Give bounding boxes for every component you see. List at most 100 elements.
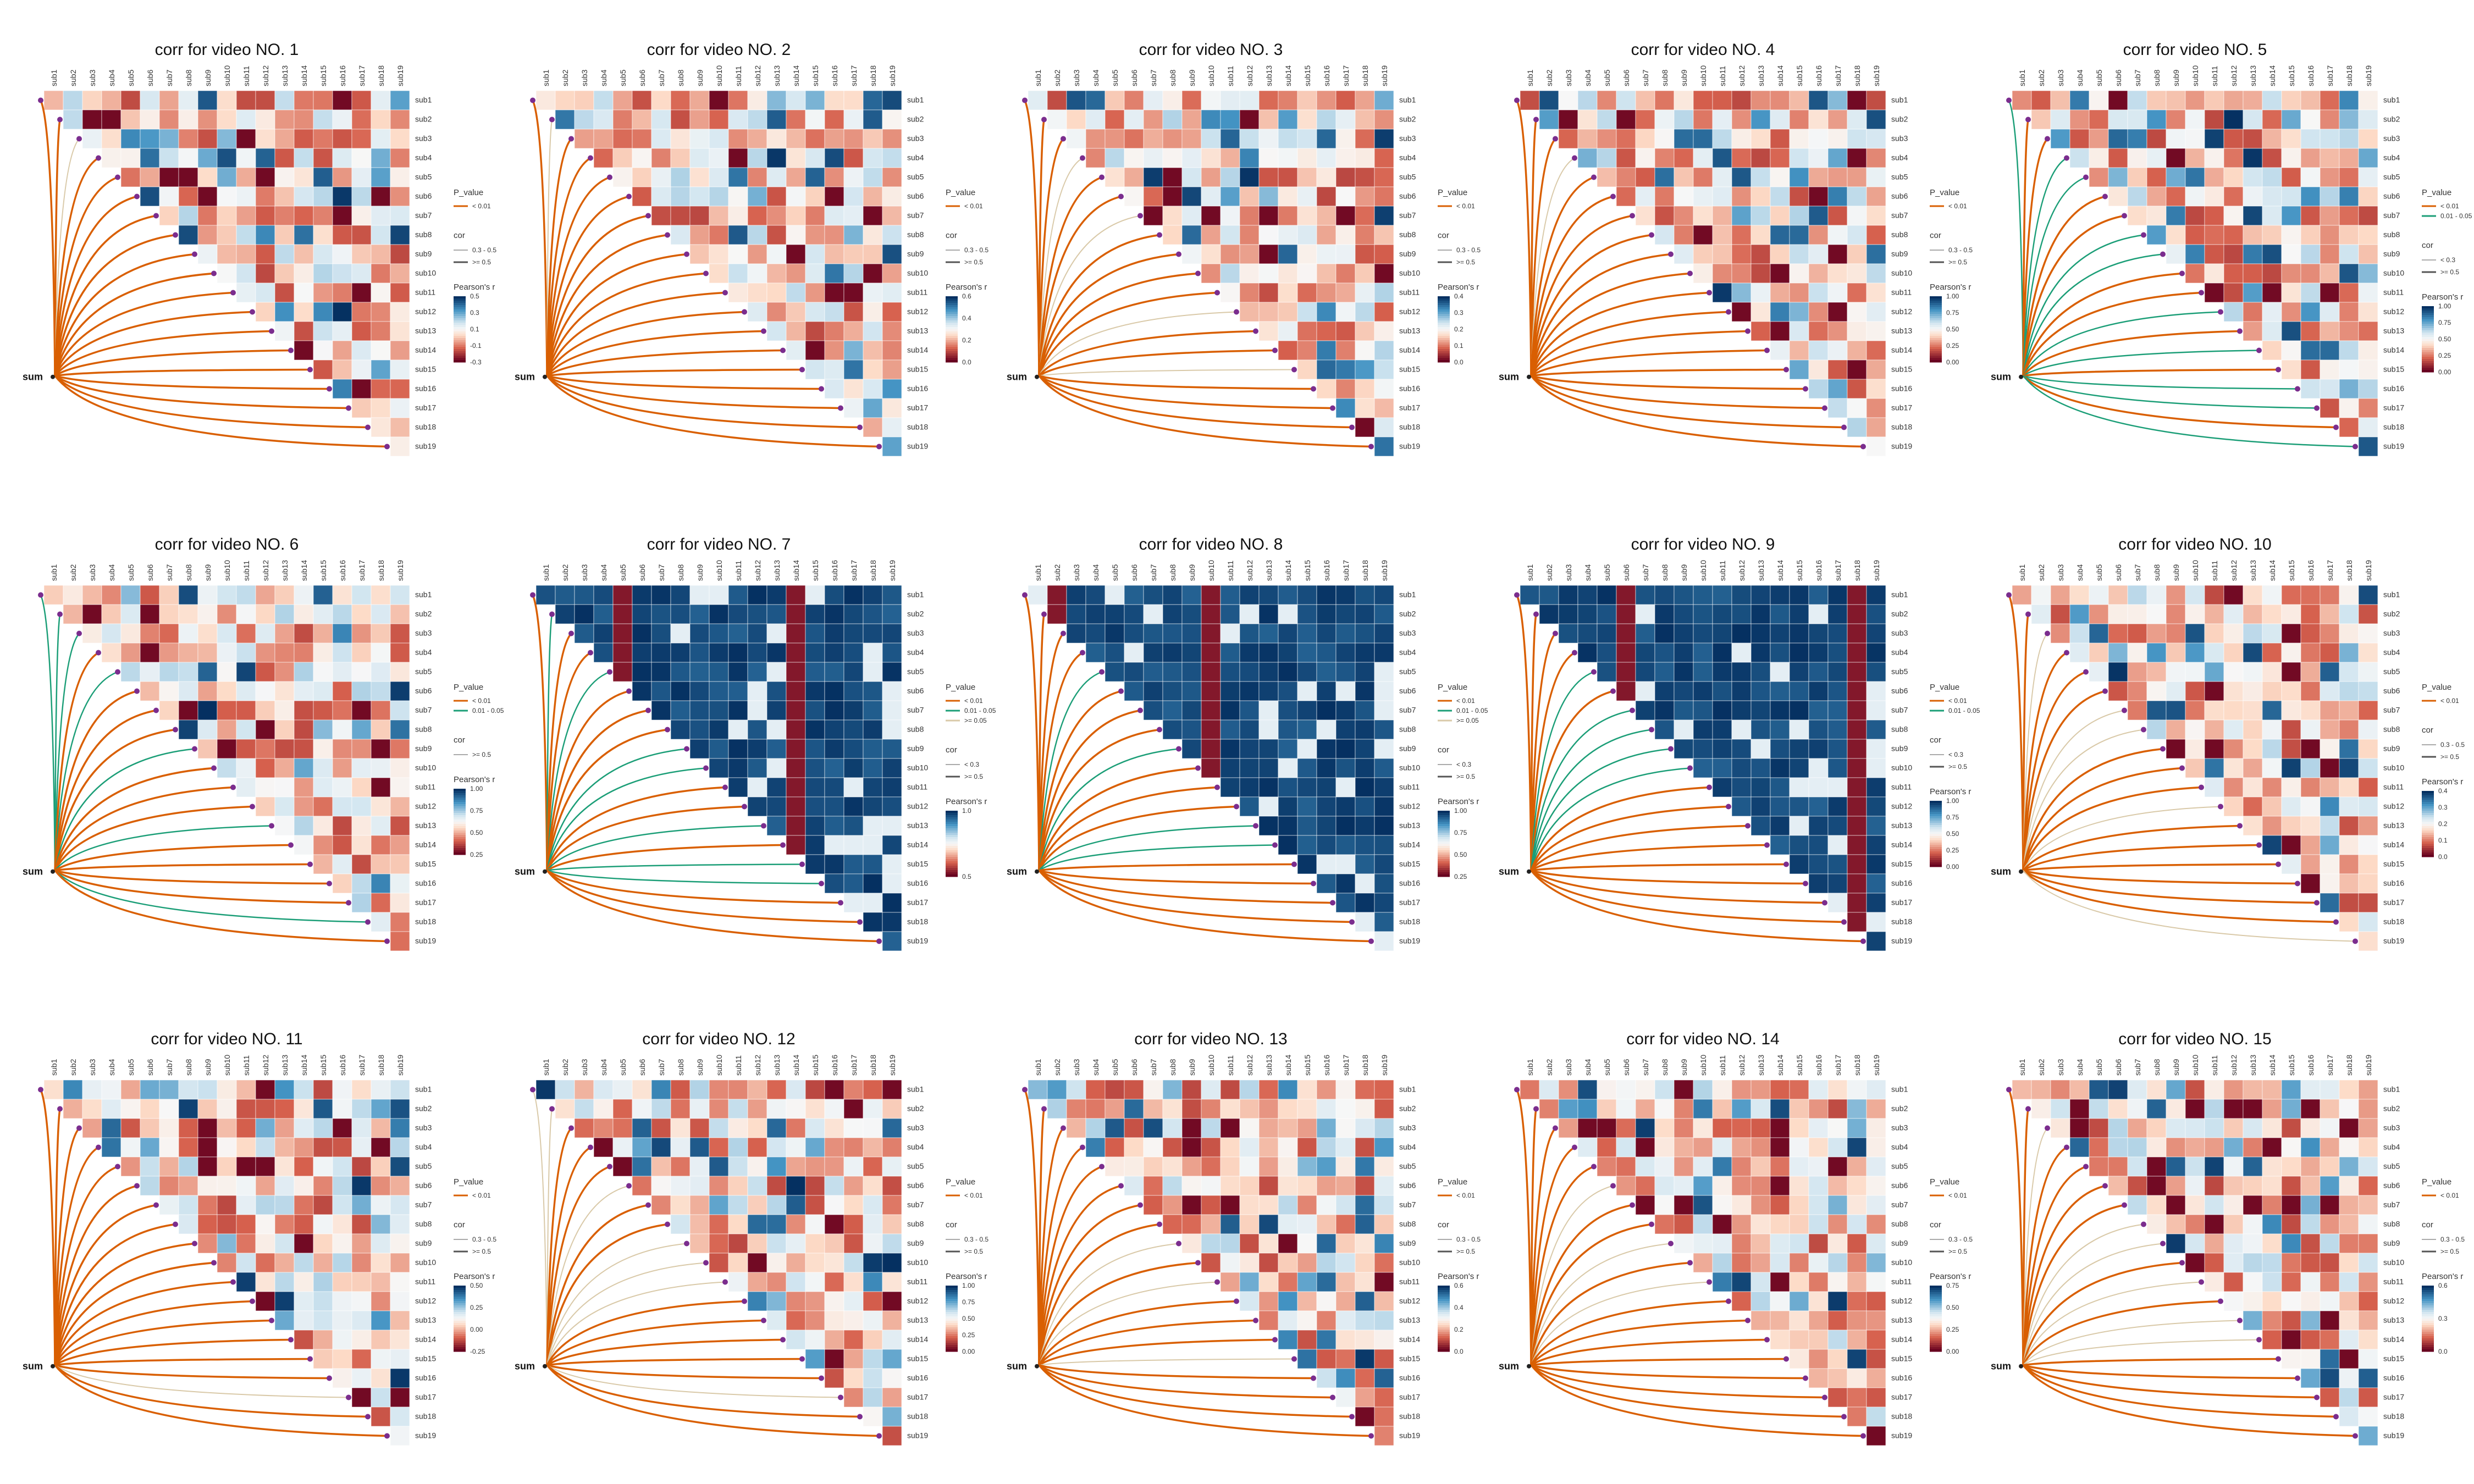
row-label: sub12 xyxy=(415,307,436,316)
column-label: sub4 xyxy=(1091,1059,1100,1076)
colorbar-segment xyxy=(946,1347,958,1350)
heatmap-cell xyxy=(1731,719,1752,740)
colorbar-segment xyxy=(1438,1288,1450,1291)
heatmap-cell xyxy=(294,1099,314,1119)
heatmap-cell xyxy=(1162,700,1183,721)
colorbar-segment xyxy=(946,358,958,361)
heatmap-cell xyxy=(351,681,372,701)
heatmap-cell xyxy=(2012,90,2032,110)
subject-node xyxy=(607,1164,612,1170)
link-curve xyxy=(2022,1109,2029,1365)
heatmap-cell xyxy=(274,643,295,663)
heatmap-cell xyxy=(2204,777,2224,798)
colorbar-segment xyxy=(2422,1294,2434,1297)
heatmap-cell xyxy=(2262,758,2282,778)
row-label: sub15 xyxy=(415,1354,436,1363)
heatmap-cell xyxy=(670,129,691,149)
colorbar-segment xyxy=(946,841,958,844)
heatmap-cell xyxy=(1316,129,1337,149)
column-label: sub16 xyxy=(1322,65,1331,86)
colorbar-segment xyxy=(454,1286,466,1288)
link-curve xyxy=(546,690,629,871)
heatmap-cell xyxy=(2204,1253,2224,1273)
heatmap-cell xyxy=(1258,1253,1279,1273)
heatmap-cell xyxy=(2127,90,2147,110)
heatmap-cell xyxy=(2089,643,2109,663)
column-label: sub11 xyxy=(1226,1055,1235,1076)
heatmap-cell xyxy=(882,873,902,894)
heatmap-cell xyxy=(1066,90,1086,110)
heatmap-cell xyxy=(1374,1330,1394,1350)
column-label: sub9 xyxy=(203,1059,212,1076)
row-label: sub8 xyxy=(415,230,432,239)
column-label: sub15 xyxy=(811,560,820,581)
heatmap-cell xyxy=(670,662,691,682)
heatmap-cell xyxy=(824,167,844,187)
heatmap-cell xyxy=(351,1272,372,1292)
heatmap-cell xyxy=(2089,109,2109,130)
heatmap-cell xyxy=(766,585,787,605)
heatmap-cell xyxy=(766,129,787,149)
heatmap-cell xyxy=(236,719,256,740)
heatmap-cell xyxy=(863,244,883,264)
sum-node-label: sum xyxy=(1007,866,1027,877)
link-curve xyxy=(1038,375,1352,429)
row-label: sub11 xyxy=(415,783,435,791)
heatmap-cell xyxy=(1181,1137,1202,1158)
link-curve xyxy=(2022,786,2202,871)
heatmap-cell xyxy=(2223,263,2244,284)
column-label: sub15 xyxy=(1795,65,1804,86)
heatmap-cell xyxy=(1316,283,1337,303)
subject-node xyxy=(57,1106,63,1112)
link-curve xyxy=(1038,1146,1083,1365)
heatmap-cell xyxy=(1201,109,1221,130)
colorbar-segment xyxy=(454,1301,466,1304)
heatmap-cell xyxy=(2185,129,2205,149)
heatmap-cell xyxy=(1278,1099,1298,1119)
heatmap-cell xyxy=(747,1118,767,1138)
heatmap-cell xyxy=(2262,167,2282,187)
column-label: sub12 xyxy=(2229,65,2238,86)
heatmap-cell xyxy=(1674,1137,1694,1158)
link-curve xyxy=(1530,272,1691,376)
heatmap-cell xyxy=(1866,1368,1886,1388)
colorbar-tick-label: 0.75 xyxy=(1946,309,1959,317)
heatmap-cell xyxy=(1789,1176,1809,1196)
link-curve xyxy=(1531,1364,1806,1380)
row-label: sub8 xyxy=(907,725,924,734)
heatmap-cell xyxy=(670,1099,691,1119)
heatmap-cell xyxy=(863,148,883,168)
heatmap-cell xyxy=(1770,90,1790,110)
heatmap-cell xyxy=(2339,244,2359,264)
heatmap-cell xyxy=(1143,1195,1163,1215)
heatmap-cell xyxy=(1827,816,1848,836)
link-curve xyxy=(54,1223,176,1365)
heatmap-cell xyxy=(1731,1214,1752,1234)
heatmap-cell xyxy=(1278,340,1298,361)
heatmap-cell xyxy=(1297,186,1317,207)
subject-node xyxy=(1533,117,1539,123)
heatmap-cell xyxy=(2127,643,2147,663)
heatmap-cell xyxy=(1827,1079,1848,1100)
column-label: sub6 xyxy=(2114,1059,2123,1076)
heatmap-cell xyxy=(1712,1233,1732,1254)
link-curve xyxy=(54,1364,349,1398)
heatmap-cell xyxy=(824,777,844,798)
heatmap-cell xyxy=(766,700,787,721)
subject-node xyxy=(365,919,371,925)
heatmap-cell xyxy=(1847,662,1867,682)
heatmap-cell xyxy=(1355,719,1375,740)
heatmap-cell xyxy=(2300,1291,2321,1311)
heatmap-cell xyxy=(371,90,391,110)
heatmap-cell xyxy=(390,379,410,399)
heatmap-cell xyxy=(255,796,275,817)
heatmap-cell xyxy=(1827,90,1848,110)
heatmap-cell xyxy=(1808,1214,1829,1234)
subject-node xyxy=(722,784,728,790)
heatmap-cell xyxy=(1335,340,1356,361)
heatmap-cell xyxy=(351,186,372,207)
heatmap-cell xyxy=(1355,1137,1375,1158)
subject-node xyxy=(876,1433,882,1439)
heatmap-cell xyxy=(2262,1272,2282,1292)
